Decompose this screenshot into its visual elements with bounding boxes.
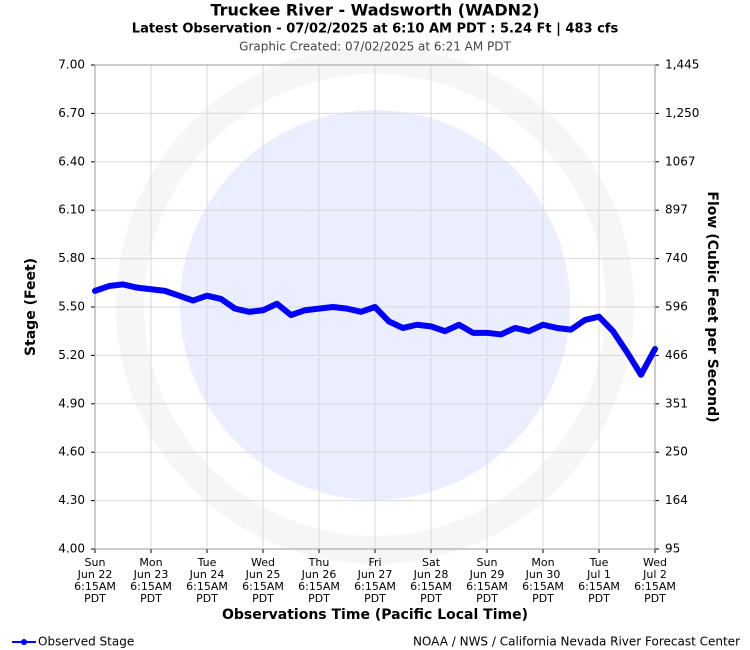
x-tick-label: 6:15AM [242, 580, 284, 593]
x-tick-label: Jun 30 [525, 568, 561, 581]
x-tick-label: PDT [308, 592, 330, 605]
x-tick-label: Sun [85, 556, 106, 569]
x-tick-label: Fri [368, 556, 381, 569]
y2-tick-label: 351 [665, 396, 688, 410]
x-tick-label: 6:15AM [298, 580, 340, 593]
y2-tick-label: 740 [665, 251, 688, 265]
y-tick-label: 4.00 [58, 542, 85, 556]
y2-tick-label: 95 [665, 542, 680, 556]
x-tick-label: Sun [477, 556, 498, 569]
y2-tick-label: 250 [665, 445, 688, 459]
y-tick-label: 5.20 [58, 348, 85, 362]
y-tick-label: 6.10 [58, 203, 85, 217]
x-tick-label: Mon [531, 556, 554, 569]
y2-tick-label: 1,250 [665, 106, 699, 120]
x-tick-label: Tue [589, 556, 609, 569]
x-tick-label: PDT [588, 592, 610, 605]
y-tick-label: 4.90 [58, 396, 85, 410]
x-tick-label: 6:15AM [74, 580, 116, 593]
y-tick-label: 4.30 [58, 493, 85, 507]
y2-tick-label: 164 [665, 493, 688, 507]
x-tick-label: PDT [140, 592, 162, 605]
x-tick-label: Jun 25 [245, 568, 281, 581]
y-tick-label: 6.70 [58, 106, 85, 120]
x-tick-label: PDT [84, 592, 106, 605]
x-tick-label: PDT [420, 592, 442, 605]
x-axis-label: Observations Time (Pacific Local Time) [222, 607, 528, 623]
x-tick-label: 6:15AM [130, 580, 172, 593]
plot-frame [94, 64, 656, 550]
x-tick-label: Mon [139, 556, 162, 569]
y2-tick-label: 1,445 [665, 58, 699, 72]
x-tick-label: 6:15AM [186, 580, 228, 593]
chart-title: Truckee River - Wadsworth (WADN2) [210, 1, 539, 20]
footer: NOAA / NWS / California Nevada River For… [413, 635, 740, 649]
x-tick-label: Jun 28 [413, 568, 449, 581]
x-tick-label: 6:15AM [466, 580, 508, 593]
x-tick-label: Thu [308, 556, 330, 569]
x-tick-label: Jul 2 [642, 568, 667, 581]
x-tick-label: Tue [197, 556, 217, 569]
x-tick-label: Wed [251, 556, 275, 569]
x-tick-label: Jul 1 [586, 568, 611, 581]
y-tick-label: 4.60 [58, 445, 85, 459]
x-tick-label: 6:15AM [410, 580, 452, 593]
x-tick-label: PDT [196, 592, 218, 605]
x-tick-label: Sat [422, 556, 441, 569]
y2-tick-label: 1067 [665, 154, 696, 168]
y-tick-label: 5.50 [58, 300, 85, 314]
y-tick-label: 6.40 [58, 154, 85, 168]
x-tick-label: Jun 23 [133, 568, 169, 581]
x-tick-label: Jun 29 [469, 568, 505, 581]
y-axis-label: Stage (Feet) [23, 258, 39, 356]
y-tick-label: 5.80 [58, 251, 85, 265]
x-tick-label: 6:15AM [522, 580, 564, 593]
legend-label: Observed Stage [38, 635, 134, 649]
chart-subtitle: Latest Observation - 07/02/2025 at 6:10 … [132, 22, 619, 37]
x-tick-label: PDT [364, 592, 386, 605]
x-tick-label: Wed [643, 556, 667, 569]
x-tick-label: Jun 27 [357, 568, 393, 581]
x-tick-label: Jun 24 [189, 568, 225, 581]
x-tick-label: PDT [476, 592, 498, 605]
y2-tick-label: 466 [665, 348, 688, 362]
x-tick-label: PDT [532, 592, 554, 605]
y-tick-label: 7.00 [58, 58, 85, 72]
stage-line [92, 281, 658, 378]
legend-dot [21, 639, 27, 645]
x-tick-label: 6:15AM [578, 580, 620, 593]
y2-tick-label: 596 [665, 300, 688, 314]
x-tick-label: Jun 26 [301, 568, 337, 581]
x-tick-label: PDT [252, 592, 274, 605]
x-tick-label: PDT [644, 592, 666, 605]
created-note: Graphic Created: 07/02/2025 at 6:21 AM P… [239, 40, 511, 54]
x-tick-label: Jun 22 [77, 568, 113, 581]
x-tick-label: 6:15AM [634, 580, 676, 593]
x-tick-label: 6:15AM [354, 580, 396, 593]
y2-tick-label: 897 [665, 203, 688, 217]
y2-axis-label: Flow (Cubic Feet per Second) [704, 191, 720, 422]
